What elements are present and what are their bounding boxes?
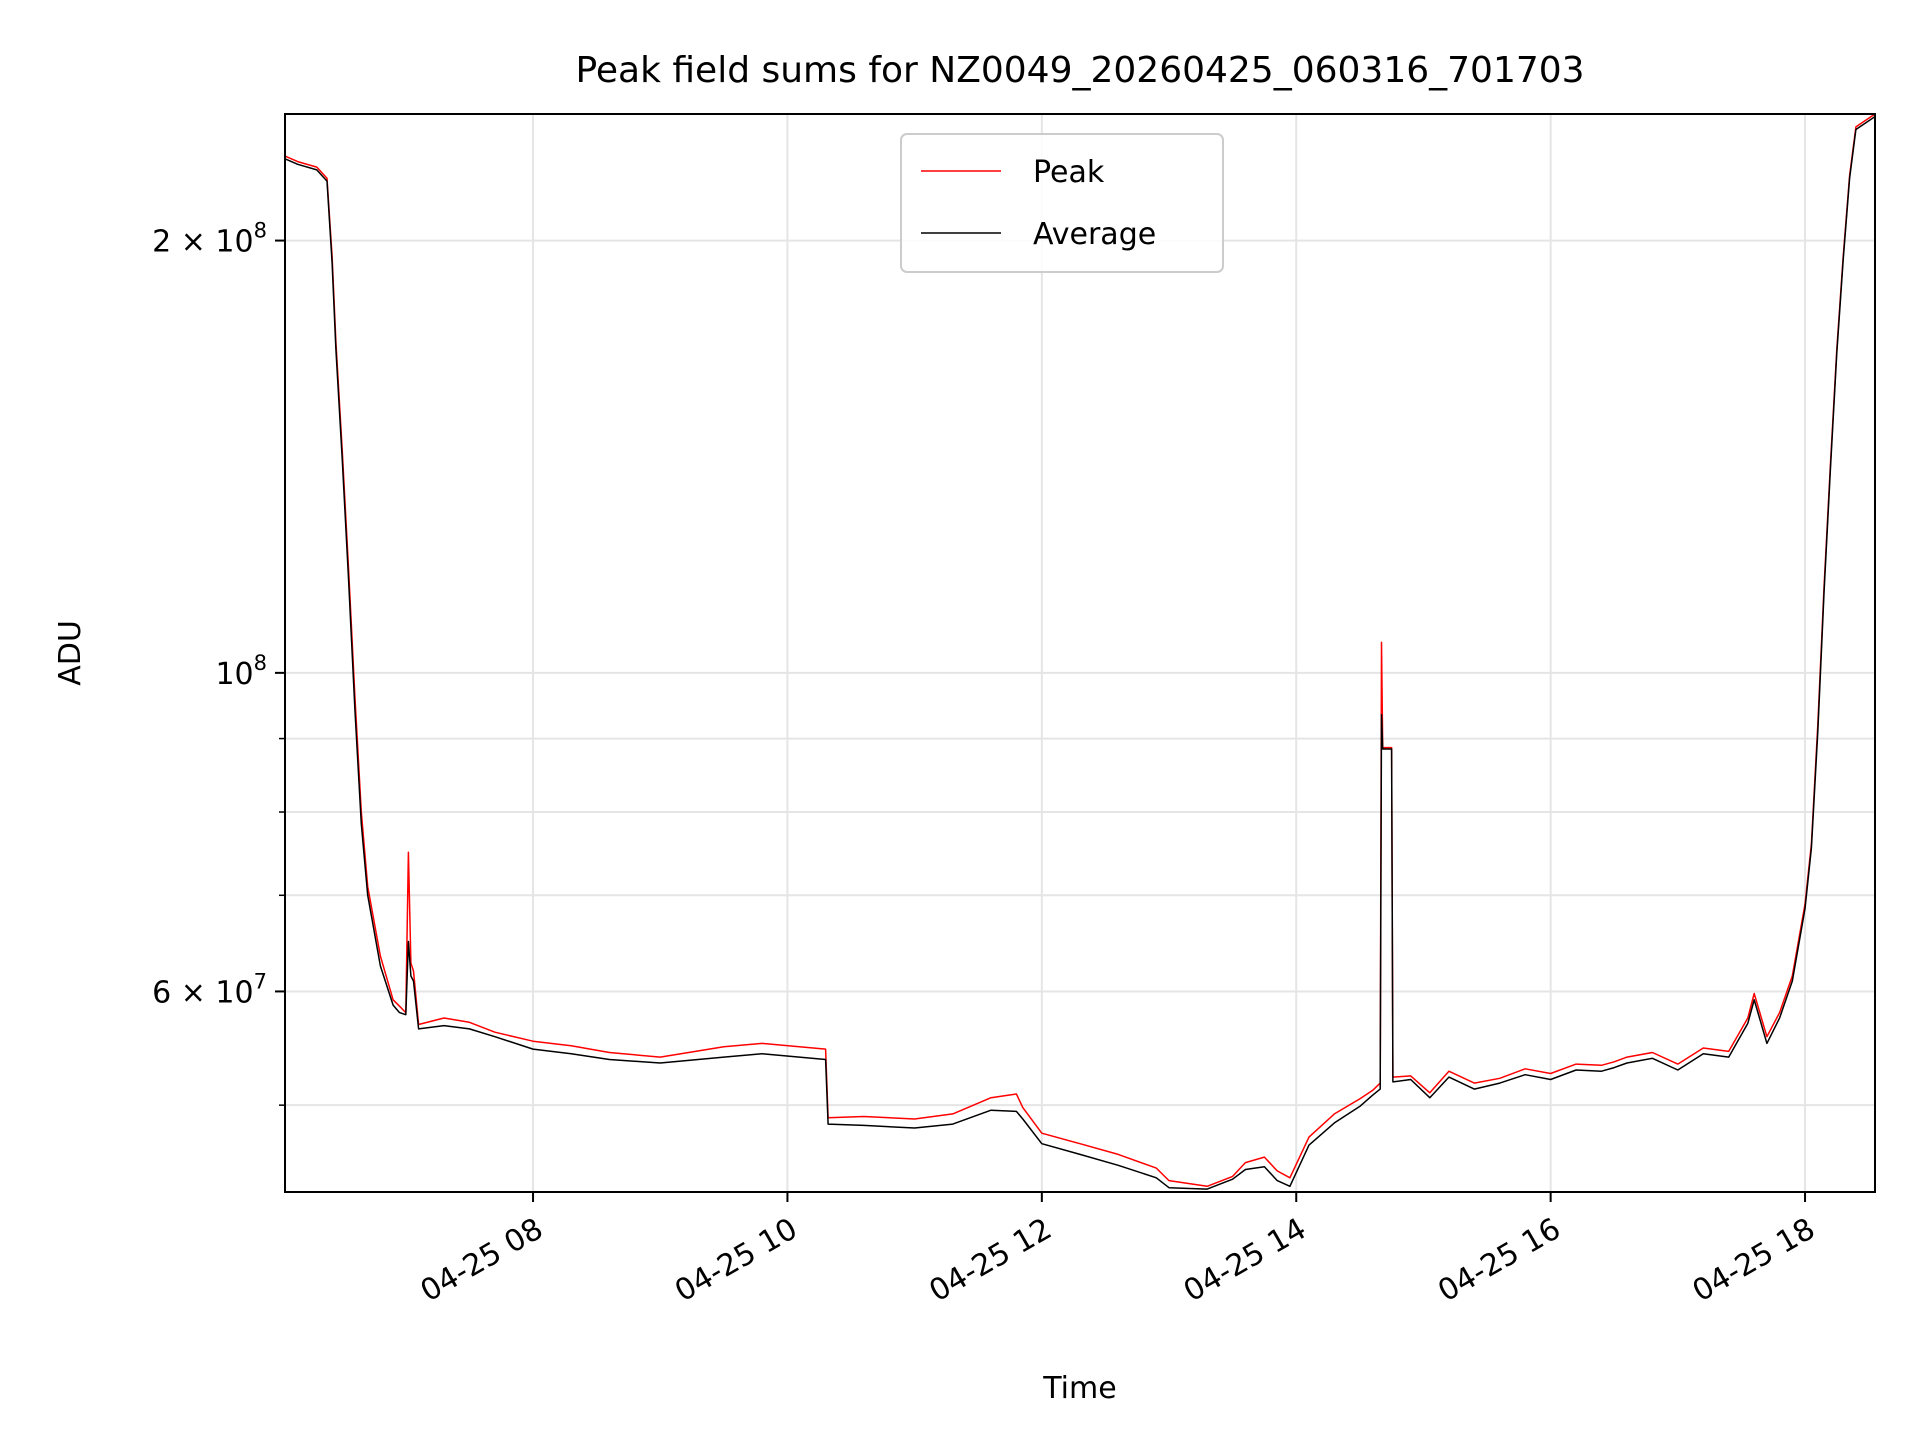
y-tick-base: 2 × 10 [152, 225, 253, 260]
grid-layer [285, 114, 1875, 1192]
legend-box [900, 133, 1224, 273]
series-layer [285, 114, 1875, 1190]
x-axis-label: Time [1042, 1371, 1116, 1406]
y-tick-label: 108 [215, 651, 267, 692]
plot-frame [284, 113, 1876, 1193]
y-tick-base: 10 [215, 657, 253, 692]
y-tick-exponent: 8 [254, 219, 267, 243]
legend-average-label: Average [1033, 217, 1156, 252]
y-axis-label: ADU [53, 620, 88, 686]
y-tick-base: 6 × 10 [152, 975, 253, 1010]
y-tick-label: 6 × 107 [152, 969, 267, 1010]
series-line-average [285, 115, 1875, 1190]
y-tick-label: 2 × 108 [152, 219, 267, 260]
legend-peak-label: Peak [1033, 155, 1105, 190]
plot-area-background [285, 114, 1875, 1192]
y-tick-exponent: 8 [254, 651, 267, 675]
y-tick-exponent: 7 [254, 969, 267, 993]
chart-title: Peak field sums for NZ0049_20260425_0603… [575, 50, 1584, 91]
legend: Peak Average [900, 133, 1224, 273]
